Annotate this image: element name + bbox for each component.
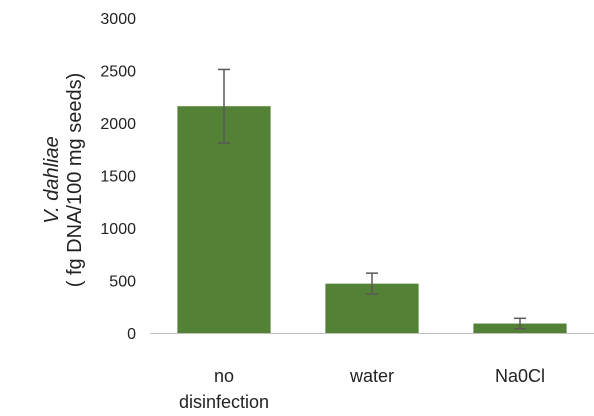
x-category-label: Na0Cl [495,366,545,386]
x-category-label: water [349,366,394,386]
x-category-label-line: Na0Cl [495,366,545,386]
y-tick-label: 500 [109,274,136,291]
y-tick-label: 2000 [100,116,136,133]
y-tick-label: 1000 [100,221,136,238]
y-axis-title-line2: ( fg DNA/100 mg seeds) [64,73,86,288]
error-bars [218,68,526,330]
error-bar [514,317,526,330]
error-bar [218,68,230,144]
y-tick-label: 1500 [100,169,136,186]
error-bar [366,272,378,295]
bars [177,106,567,333]
y-tick-label: 2500 [100,64,136,81]
x-category-label-line: water [349,366,394,386]
y-axis-title-line1: V. dahliae [41,136,63,223]
x-category-label-line: disinfection [179,392,269,412]
y-tick-label: 0 [127,326,136,343]
x-axis-labels: no disinfection water Na0Cl [179,366,545,412]
x-category-label-line: no [214,366,234,386]
x-category-label: no disinfection [179,366,269,412]
y-axis-ticks: 0 500 1000 1500 2000 2500 3000 [100,11,136,343]
bar [177,106,271,333]
y-axis-title: V. dahliae ( fg DNA/100 mg seeds) [41,73,86,288]
y-tick-label: 3000 [100,11,136,28]
